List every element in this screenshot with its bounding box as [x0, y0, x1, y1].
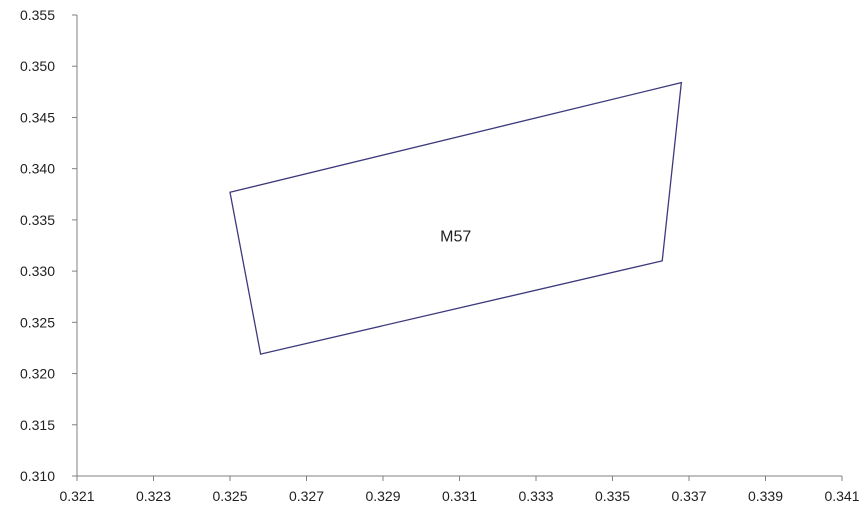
- y-tick-label: 0.345: [20, 109, 55, 125]
- y-tick-label: 0.315: [20, 417, 55, 433]
- y-tick-label: 0.325: [20, 314, 55, 330]
- x-tick-label: 0.329: [365, 488, 400, 504]
- y-tick-label: 0.335: [20, 212, 55, 228]
- x-tick-label: 0.339: [748, 488, 783, 504]
- y-tick-label: 0.350: [20, 58, 55, 74]
- plot-area: [229, 81, 683, 355]
- x-tick-label: 0.333: [518, 488, 553, 504]
- y-axis: 0.310 0.315 0.320 0.325 0.330 0.335 0.340 0.345…: [20, 7, 78, 484]
- y-tick-label: 0.330: [20, 263, 55, 279]
- x-tick-label: 0.331: [442, 488, 477, 504]
- x-tick-label: 0.337: [671, 488, 706, 504]
- y-tick-label: 0.310: [20, 468, 55, 484]
- series-outline: [229, 81, 683, 355]
- y-tick-label: 0.355: [20, 7, 55, 23]
- x-axis: 0.321 0.323 0.325 0.327 0.329 0.331 0.333 0.335…: [59, 475, 860, 504]
- x-tick-label: 0.341: [824, 488, 859, 504]
- x-tick-label: 0.325: [212, 488, 247, 504]
- y-tick-label: 0.340: [20, 161, 55, 177]
- x-tick-label: 0.323: [136, 488, 171, 504]
- x-tick-label: 0.335: [595, 488, 630, 504]
- x-tick-label: 0.327: [289, 488, 324, 504]
- annotations: M57: [440, 228, 471, 245]
- x-tick-label: 0.321: [59, 488, 94, 504]
- y-tick-label: 0.320: [20, 366, 55, 382]
- annotation-label: M57: [440, 228, 471, 245]
